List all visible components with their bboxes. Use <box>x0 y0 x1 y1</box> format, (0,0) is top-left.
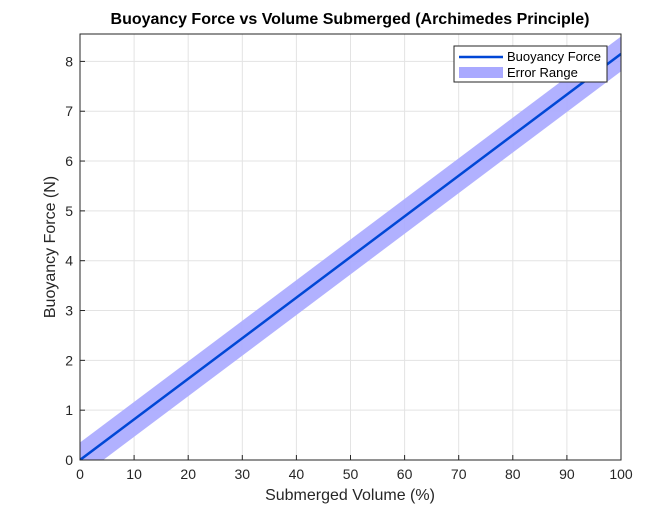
x-tick-label: 20 <box>180 466 196 482</box>
y-tick-label: 2 <box>65 352 73 368</box>
y-tick-label: 8 <box>65 53 73 69</box>
y-tick-label: 0 <box>65 452 73 468</box>
x-axis-label: Submerged Volume (%) <box>265 487 435 504</box>
y-tick-label: 5 <box>65 203 73 219</box>
error-range-band <box>80 36 621 460</box>
y-tick-label: 3 <box>65 303 73 319</box>
legend: Buoyancy Force Error Range <box>453 45 608 83</box>
y-tick-label: 7 <box>65 103 73 119</box>
x-tick-label: 90 <box>559 466 575 482</box>
x-tick-label: 80 <box>505 466 521 482</box>
y-tick-labels: 0 1 2 3 4 5 6 7 8 <box>65 53 85 468</box>
chart-title: Buoyancy Force vs Volume Submerged (Arch… <box>111 11 590 28</box>
legend-swatch-error-range <box>459 67 503 78</box>
buoyancy-force-line <box>80 52 621 460</box>
error-band-layer <box>80 36 621 460</box>
x-tick-label: 50 <box>343 466 359 482</box>
x-tick-label: 40 <box>289 466 305 482</box>
x-tick-label: 0 <box>76 466 84 482</box>
x-tick-labels: 0 10 20 30 40 50 60 70 80 90 100 <box>76 455 633 482</box>
x-tick-label: 70 <box>451 466 467 482</box>
y-tick-label: 6 <box>65 153 73 169</box>
y-tick-label: 1 <box>65 402 73 418</box>
y-tick-label: 4 <box>65 253 73 269</box>
x-tick-label: 10 <box>126 466 142 482</box>
legend-label-error-range: Error Range <box>507 65 578 80</box>
x-tick-label: 60 <box>397 466 413 482</box>
x-tick-label: 30 <box>235 466 251 482</box>
legend-label-buoyancy-force: Buoyancy Force <box>507 49 601 64</box>
x-tick-label: 100 <box>609 466 633 482</box>
y-axis-label: Buoyancy Force (N) <box>42 176 59 318</box>
legend-box <box>453 45 608 83</box>
series-line-layer <box>80 52 621 460</box>
